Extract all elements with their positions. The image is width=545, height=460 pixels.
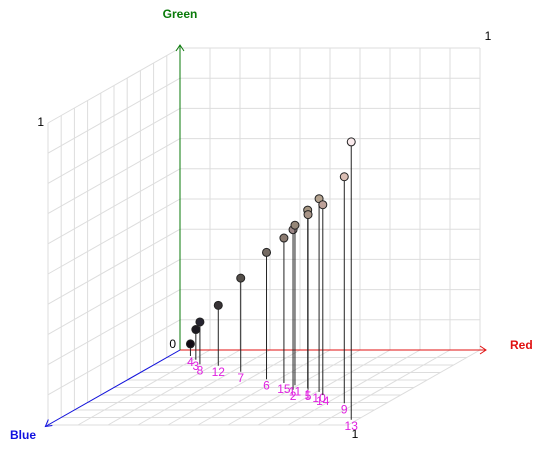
point-label: 13 xyxy=(345,419,359,433)
point xyxy=(191,325,201,335)
point xyxy=(185,339,195,349)
point xyxy=(290,220,300,230)
grid-line xyxy=(287,349,421,426)
grid-line xyxy=(347,349,481,426)
y-axis-label: Green xyxy=(163,7,198,21)
point xyxy=(262,247,272,257)
point-label: 1 xyxy=(304,387,311,401)
point-label: 5 xyxy=(305,389,312,403)
grid-line xyxy=(47,47,181,124)
point-label: 7 xyxy=(237,371,244,385)
point-label: 4 xyxy=(187,355,194,369)
point xyxy=(236,273,246,283)
point xyxy=(318,200,328,210)
y-tick-label: 0 xyxy=(169,337,176,351)
point-label: 12 xyxy=(212,365,226,379)
point xyxy=(213,300,223,310)
point-label: 2 xyxy=(290,389,297,403)
z-axis-arrow xyxy=(44,419,53,428)
grid-line xyxy=(257,349,391,426)
point-label: 15 xyxy=(277,382,291,396)
point xyxy=(195,317,205,327)
y-tick-label: 1 xyxy=(37,115,44,129)
grid-line xyxy=(47,168,181,245)
y-axis-arrow xyxy=(175,44,185,52)
point-label: 8 xyxy=(197,363,204,377)
x-axis-arrow xyxy=(479,345,487,355)
grid-line xyxy=(47,107,181,184)
point-label: 11 xyxy=(289,384,302,398)
point-label: 14 xyxy=(316,394,330,408)
grid-line xyxy=(317,349,451,426)
point-label: 3 xyxy=(192,359,199,373)
grid-line xyxy=(227,349,361,426)
point-label: 6 xyxy=(263,378,270,392)
point xyxy=(339,172,349,182)
point-label: 9 xyxy=(341,402,348,416)
z-axis-label: Blue xyxy=(10,428,36,442)
z-tick-label: 1 xyxy=(352,427,359,441)
grid-line xyxy=(47,138,181,215)
point xyxy=(279,233,289,243)
x-axis-label: Red xyxy=(510,338,533,352)
grid-line xyxy=(47,77,181,154)
x-tick-label: 1 xyxy=(485,29,492,43)
grid-line xyxy=(47,198,181,275)
point xyxy=(303,210,313,220)
z-axis xyxy=(45,349,181,427)
point xyxy=(346,137,356,147)
